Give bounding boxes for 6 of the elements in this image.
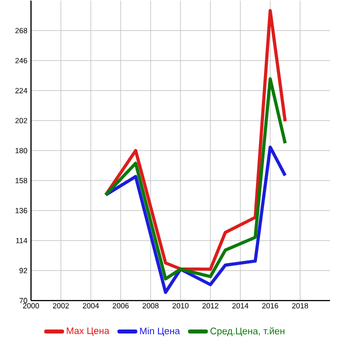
legend-label: Max Цена xyxy=(66,328,110,336)
line-series xyxy=(104,77,287,281)
legend-label: Min Цена xyxy=(140,327,180,336)
line-series xyxy=(104,146,287,294)
legend-label: Сред.Цена, т.йен xyxy=(210,327,284,336)
line-series xyxy=(104,9,287,271)
